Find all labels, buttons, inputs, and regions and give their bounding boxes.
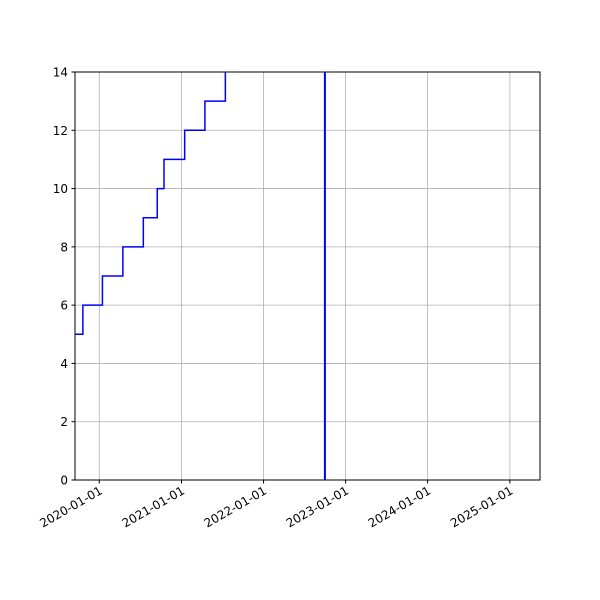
y-tick-label: 14: [53, 66, 68, 80]
series-group: [75, 72, 326, 480]
y-tick-label: 8: [60, 240, 68, 254]
y-tick-label: 4: [60, 357, 68, 371]
y-tick-label: 12: [53, 124, 68, 138]
y-tick-label: 6: [60, 299, 68, 313]
plot-area-frame: [74, 71, 541, 481]
y-tick-label: 10: [53, 182, 68, 196]
y-tick-label: 2: [60, 415, 68, 429]
y-tick-label: 0: [60, 474, 68, 488]
series-line: [75, 72, 227, 336]
